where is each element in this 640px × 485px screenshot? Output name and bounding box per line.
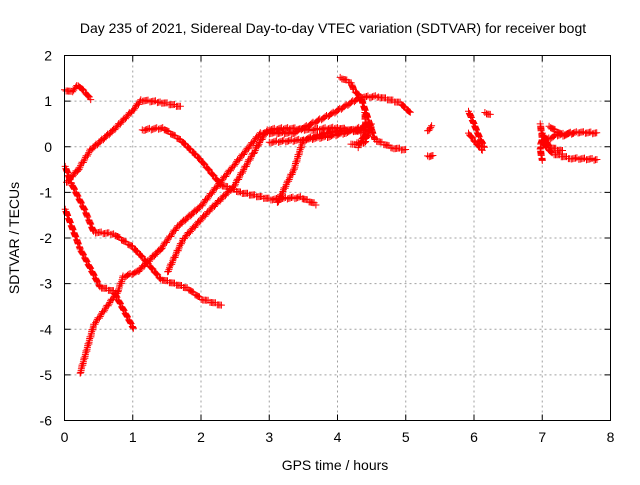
grid <box>64 55 611 421</box>
series-track-12 <box>354 109 370 152</box>
series-track-13 <box>465 107 488 151</box>
series-track-14 <box>465 129 486 154</box>
y-tick-label: -5 <box>40 367 53 383</box>
x-tick-label: 5 <box>402 429 410 445</box>
x-tick-label: 6 <box>470 429 478 445</box>
axis-ticks: 0 1 2 3 4 5 6 7 8 -6 -5 -4 -3 -2 -1 0 1 2 <box>40 48 615 446</box>
y-tick-label: -1 <box>40 184 53 200</box>
y-tick-label: -3 <box>40 276 53 292</box>
y-tick-label: 2 <box>44 48 52 64</box>
x-axis-label: GPS time / hours <box>282 457 389 473</box>
x-tick-label: 7 <box>538 429 546 445</box>
x-tick-label: 0 <box>61 429 69 445</box>
series-track-11 <box>265 120 375 148</box>
x-tick-label: 8 <box>607 429 615 445</box>
series-cluster-5.4b <box>424 152 437 161</box>
series-track-4 <box>61 205 137 332</box>
y-tick-label: -6 <box>40 413 53 429</box>
series-track-17 <box>538 129 566 154</box>
series-track-7 <box>138 124 320 209</box>
data-marks <box>61 73 601 377</box>
series-track-1 <box>61 82 95 104</box>
x-tick-label: 2 <box>197 429 205 445</box>
series-track-2 <box>63 96 184 186</box>
chart-title: Day 235 of 2021, Sidereal Day-to-day VTE… <box>80 20 586 36</box>
series-cluster-5.4a <box>424 122 436 135</box>
y-tick-label: 0 <box>44 139 52 155</box>
x-tick-label: 3 <box>265 429 273 445</box>
y-tick-label: -4 <box>40 321 53 337</box>
series-track-9 <box>336 73 365 102</box>
y-tick-label: -2 <box>40 230 53 246</box>
x-tick-label: 1 <box>129 429 137 445</box>
series-track-3 <box>61 162 225 309</box>
series-cluster-6.2 <box>481 109 494 118</box>
series-track-18 <box>545 122 577 140</box>
y-axis-label: SDTVAR / TECUs <box>6 182 22 294</box>
y-tick-label: 1 <box>44 93 52 109</box>
x-tick-label: 4 <box>334 429 342 445</box>
